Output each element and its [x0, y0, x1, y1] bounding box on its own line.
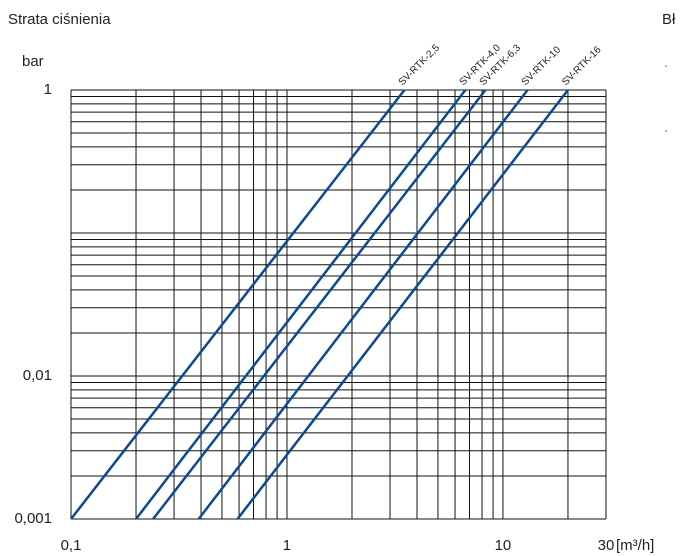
series-line	[197, 89, 529, 520]
x-axis-label: [m³/h]	[616, 537, 654, 554]
y-tick-label: 0,01	[23, 367, 52, 384]
y-tick-label: 1	[44, 81, 52, 98]
x-tick-label: 30	[598, 537, 615, 554]
dot	[665, 130, 667, 132]
series-line	[236, 89, 569, 520]
dot	[665, 65, 667, 67]
series-line	[70, 89, 406, 520]
y-tick-label: 0,001	[14, 510, 52, 527]
y-axis-label: bar	[22, 53, 44, 70]
chart-title: Strata ciśnienia	[8, 11, 111, 28]
side-text: Bł	[662, 11, 676, 28]
x-tick-label: 0,1	[61, 537, 82, 554]
x-tick-label: 1	[283, 537, 291, 554]
series-line	[135, 89, 467, 520]
series-line	[152, 89, 487, 520]
x-tick-label: 10	[495, 537, 512, 554]
